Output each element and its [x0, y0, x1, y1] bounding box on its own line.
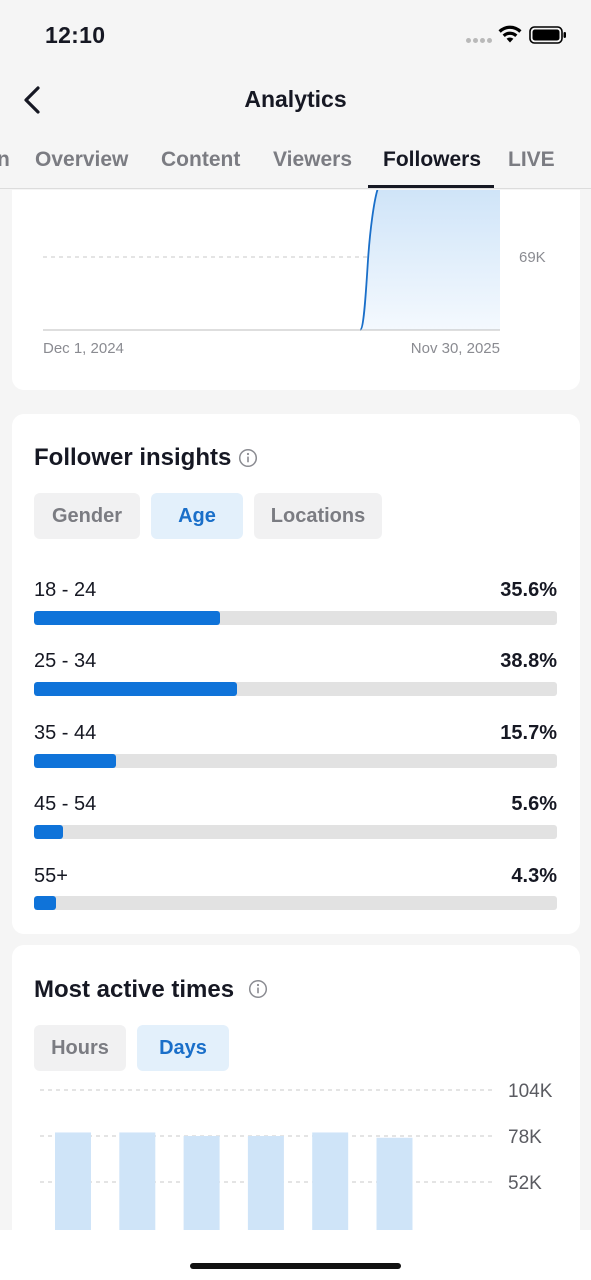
nav-bar: Analytics	[0, 70, 591, 130]
activity-bar	[376, 1137, 413, 1230]
filter-hours[interactable]: Hours	[34, 1025, 126, 1071]
age-bar-track	[34, 682, 557, 696]
info-icon[interactable]	[248, 979, 268, 999]
age-label: 25 - 34	[34, 650, 97, 672]
tab-live[interactable]: LIVE	[508, 148, 555, 171]
battery-icon	[529, 26, 566, 44]
follower-growth-chart: 69K Dec 1, 2024 Nov 30, 2025	[43, 190, 546, 357]
age-percent: 4.3%	[511, 865, 557, 887]
tab-partial[interactable]: n	[0, 148, 10, 172]
age-bar-track	[34, 611, 557, 625]
filter-gender[interactable]: Gender	[34, 493, 140, 539]
most-active-times-card: Most active times Hours Days 104K 78K 52K	[12, 945, 580, 1230]
age-bar-track	[34, 896, 557, 910]
follower-insights-card: Follower insights Gender Age Locations 1…	[12, 414, 580, 934]
age-percent: 38.8%	[500, 650, 557, 672]
age-label: 45 - 54	[34, 793, 97, 815]
signal-dots-icon	[466, 38, 492, 44]
follower-line	[359, 190, 379, 331]
y-tick-label: 52K	[508, 1173, 542, 1194]
info-icon[interactable]	[238, 448, 258, 468]
filter-days[interactable]: Days	[137, 1025, 229, 1071]
follower-insights-title: Follower insights	[34, 444, 232, 471]
follower-area	[360, 190, 500, 330]
age-bar-fill	[34, 611, 221, 625]
most-active-times-chart: 104K 78K 52K	[40, 1081, 553, 1230]
age-label: 35 - 44	[34, 722, 97, 744]
chart-bars	[55, 1132, 413, 1230]
home-indicator[interactable]	[190, 1263, 401, 1269]
x-start-label: Dec 1, 2024	[43, 340, 124, 357]
y-tick-label: 78K	[508, 1127, 542, 1148]
activity-bar	[119, 1132, 156, 1230]
filter-age[interactable]: Age	[151, 493, 243, 539]
age-percent: 15.7%	[500, 722, 557, 744]
y-tick-label: 104K	[508, 1081, 553, 1102]
tab-followers[interactable]: Followers	[383, 148, 482, 171]
x-end-label: Nov 30, 2025	[411, 340, 500, 357]
age-percent: 5.6%	[511, 793, 557, 815]
y-tick-label: 69K	[519, 249, 546, 266]
tab-overview[interactable]: Overview	[35, 148, 129, 171]
status-time: 12:10	[45, 22, 106, 48]
age-label: 55+	[34, 865, 68, 887]
filter-locations[interactable]: Locations	[254, 493, 382, 539]
bottom-safe-area	[0, 1230, 591, 1280]
scroll-content[interactable]: 69K Dec 1, 2024 Nov 30, 2025 Follower in…	[0, 190, 591, 1230]
age-bar-fill	[34, 754, 117, 768]
tab-bar: n Overview Content Viewers Followers LIV…	[0, 130, 591, 189]
age-bar-fill	[34, 682, 237, 696]
activity-bar	[55, 1132, 91, 1230]
tab-viewers[interactable]: Viewers	[273, 148, 353, 171]
follower-growth-card: 69K Dec 1, 2024 Nov 30, 2025	[12, 190, 580, 390]
activity-bar	[247, 1136, 284, 1230]
activity-bar	[183, 1136, 220, 1230]
age-bar-track	[34, 825, 557, 839]
status-bar: 12:10	[0, 0, 591, 70]
most-active-times-title: Most active times	[34, 976, 235, 1003]
chart-tick-labels: 104K 78K 52K	[508, 1081, 553, 1194]
active-tab-indicator	[368, 185, 494, 188]
wifi-icon	[498, 25, 522, 43]
age-bar-track	[34, 754, 557, 768]
age-label: 18 - 24	[34, 579, 97, 601]
chevron-left-icon[interactable]	[18, 84, 48, 116]
activity-bar	[312, 1132, 349, 1230]
age-bar-fill	[34, 825, 64, 839]
tab-content[interactable]: Content	[161, 148, 241, 171]
page-title: Analytics	[244, 86, 347, 112]
age-bar-fill	[34, 896, 57, 910]
age-percent: 35.6%	[500, 579, 557, 601]
